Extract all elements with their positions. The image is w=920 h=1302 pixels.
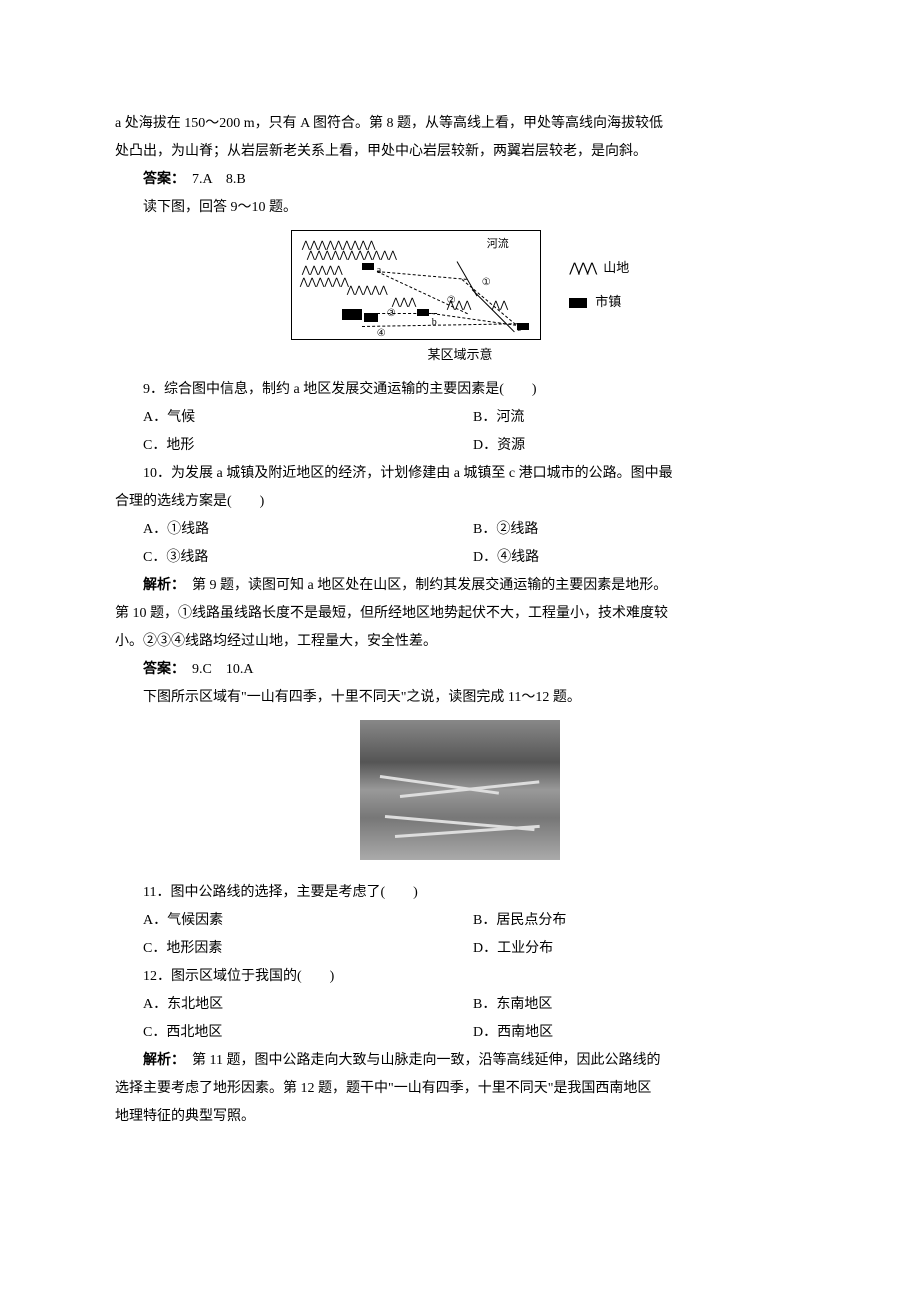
legend-mountain: ⋀⋀⋀山地 — [569, 255, 629, 281]
town-a-icon — [362, 263, 374, 270]
q12-options-row2: C．西北地区 D．西南地区 — [143, 1019, 805, 1047]
photo-mountain-road — [360, 720, 560, 860]
q9-option-c: C．地形 — [143, 432, 473, 460]
figure-2-mountain-road — [115, 720, 805, 871]
label-b: b — [432, 313, 437, 333]
route-line — [377, 313, 437, 314]
question-12: 12．图示区域位于我国的( ) — [115, 963, 805, 991]
town-symbol-icon — [569, 298, 587, 308]
q11-option-d: D．工业分布 — [473, 935, 805, 963]
q12-option-a: A．东北地区 — [143, 991, 473, 1019]
question-10-line1: 10．为发展 a 城镇及附近地区的经济，计划修建由 a 城镇至 c 港口城市的公… — [115, 460, 805, 488]
q9-options-row1: A．气候 B．河流 — [143, 404, 805, 432]
analysis-9-10-line3: 小。②③④线路均经过山地，工程量大，安全性差。 — [115, 628, 805, 656]
answer-9-10: 答案： 9.C 10.A — [115, 656, 805, 684]
answer-label: 答案： — [143, 662, 178, 677]
q10-option-b: B．②线路 — [473, 516, 805, 544]
analysis-label: 解析： — [143, 1053, 178, 1068]
map-legend: ⋀⋀⋀山地 市镇 — [569, 247, 629, 323]
q10-options-row2: C．③线路 D．④线路 — [143, 544, 805, 572]
town-icon — [364, 313, 378, 322]
river-label: 河流 — [487, 233, 509, 255]
q12-options-row1: A．东北地区 B．东南地区 — [143, 991, 805, 1019]
q12-option-d: D．西南地区 — [473, 1019, 805, 1047]
q10-option-d: D．④线路 — [473, 544, 805, 572]
analysis-label: 解析： — [143, 578, 178, 593]
read-instruction-9-10: 读下图，回答 9～10 题。 — [115, 194, 805, 222]
question-9: 9．综合图中信息，制约 a 地区发展交通运输的主要因素是( ) — [115, 376, 805, 404]
q9-option-d: D．资源 — [473, 432, 805, 460]
circle-4: ④ — [377, 324, 386, 344]
q12-option-b: B．东南地区 — [473, 991, 805, 1019]
answer-text: 9.C 10.A — [192, 662, 253, 677]
analysis-9-10-line2: 第 10 题，①线路虽线路长度不是最短，但所经地区地势起伏不大，工程量小，技术难… — [115, 600, 805, 628]
mountain-symbol-icon: ⋀⋀⋀ — [569, 260, 595, 275]
circle-3: ③ — [387, 304, 396, 324]
q10-option-c: C．③线路 — [143, 544, 473, 572]
q11-option-b: B．居民点分布 — [473, 907, 805, 935]
analysis-9-10-line1: 解析： 第 9 题，读图可知 a 地区处在山区，制约其发展交通运输的主要因素是地… — [115, 572, 805, 600]
town-large-icon — [342, 309, 362, 320]
mountain-icon: ⋀⋀⋀⋀⋀ — [347, 281, 388, 301]
q9-option-b: B．河流 — [473, 404, 805, 432]
question-10-line2: 合理的选线方案是( ) — [115, 488, 805, 516]
question-11: 11．图中公路线的选择，主要是考虑了( ) — [115, 879, 805, 907]
answer-text: 7.A 8.B — [192, 172, 246, 187]
route-line — [362, 323, 522, 327]
q11-options-row1: A．气候因素 B．居民点分布 — [143, 907, 805, 935]
q11-option-c: C．地形因素 — [143, 935, 473, 963]
q10-option-a: A．①线路 — [143, 516, 473, 544]
q10-options-row1: A．①线路 B．②线路 — [143, 516, 805, 544]
legend-town: 市镇 — [569, 289, 629, 315]
q11-options-row2: C．地形因素 D．工业分布 — [143, 935, 805, 963]
analysis-11-12-line3: 地理特征的典型写照。 — [115, 1103, 805, 1131]
answer-label: 答案： — [143, 172, 178, 187]
circle-1: ① — [482, 273, 491, 293]
q11-option-a: A．气候因素 — [143, 907, 473, 935]
analysis-11-12-line1: 解析： 第 11 题，图中公路走向大致与山脉走向一致，沿等高线延伸，因此公路线的 — [115, 1047, 805, 1075]
analysis-11-12-line2: 选择主要考虑了地形因素。第 12 题，题干中"一山有四季，十里不同天"是我国西南… — [115, 1075, 805, 1103]
q9-options-row2: C．地形 D．资源 — [143, 432, 805, 460]
figure-1-region-map: ⋀⋀⋀⋀⋀⋀⋀⋀⋀ ⋀⋀⋀⋀⋀⋀⋀⋀⋀⋀⋀ ⋀⋀⋀⋀⋀ ⋀⋀⋀⋀⋀⋀ ⋀⋀⋀⋀⋀… — [115, 230, 805, 368]
road-segment — [395, 825, 540, 838]
map-diagram: ⋀⋀⋀⋀⋀⋀⋀⋀⋀ ⋀⋀⋀⋀⋀⋀⋀⋀⋀⋀⋀ ⋀⋀⋀⋀⋀ ⋀⋀⋀⋀⋀⋀ ⋀⋀⋀⋀⋀… — [291, 230, 541, 340]
read-instruction-11-12: 下图所示区域有"一山有四季，十里不同天"之说，读图完成 11～12 题。 — [115, 684, 805, 712]
intro-text-line1: a 处海拔在 150～200 m，只有 A 图符合。第 8 题，从等高线上看，甲… — [115, 110, 805, 138]
intro-text-line2: 处凸出，为山脊；从岩层新老关系上看，甲处中心岩层较新，两翼岩层较老，是向斜。 — [115, 138, 805, 166]
figure-1-caption: 某区域示意 — [115, 342, 805, 368]
q12-option-c: C．西北地区 — [143, 1019, 473, 1047]
answer-7-8: 答案： 7.A 8.B — [115, 166, 805, 194]
mountain-icon: ⋀⋀⋀⋀⋀⋀ — [300, 273, 349, 293]
q9-option-a: A．气候 — [143, 404, 473, 432]
